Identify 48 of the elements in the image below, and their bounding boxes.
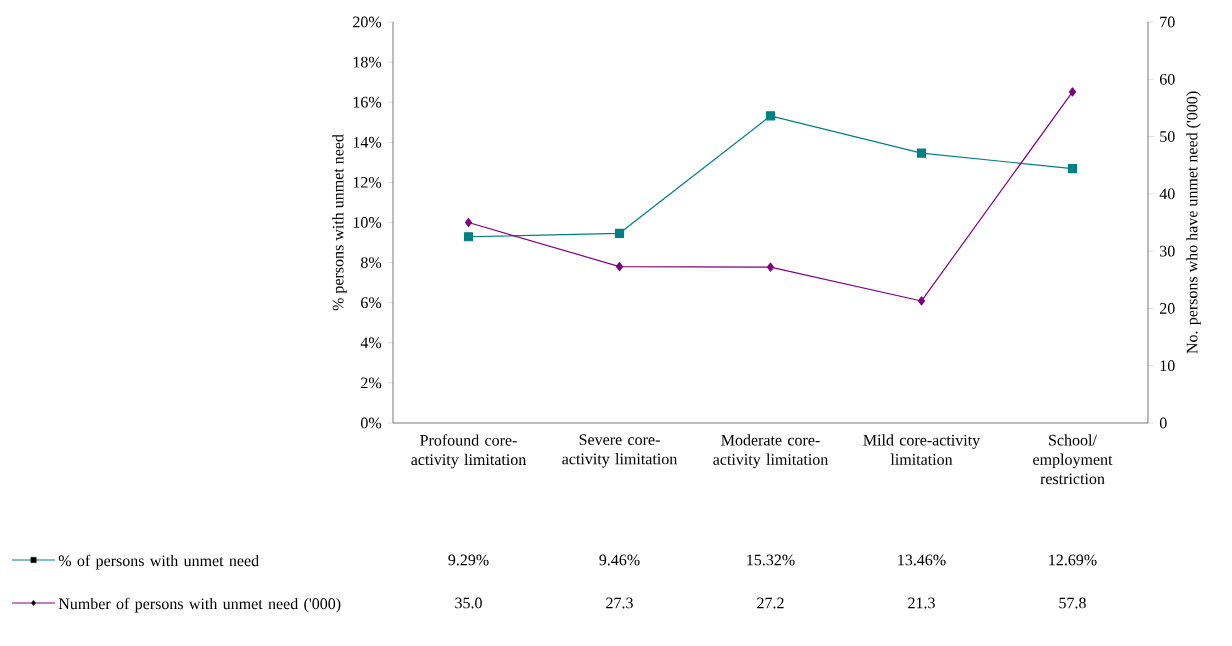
y2-tick-label: 0 bbox=[1159, 417, 1167, 429]
point bbox=[765, 111, 776, 121]
y-tick-label: 6% bbox=[361, 297, 382, 309]
y-tick-label: 12% bbox=[353, 176, 382, 188]
data-label: 15.32% bbox=[747, 554, 795, 566]
data-label: 9.29% bbox=[448, 554, 489, 566]
point bbox=[917, 296, 926, 306]
point bbox=[916, 148, 927, 158]
y-tick-label: 18% bbox=[353, 56, 382, 68]
point bbox=[614, 228, 625, 238]
point bbox=[766, 262, 775, 272]
data-label: 57.8 bbox=[1059, 597, 1086, 609]
y-tick-label: 20% bbox=[353, 16, 382, 28]
y2-tick-label: 40 bbox=[1159, 188, 1175, 200]
y2-tick-label: 50 bbox=[1160, 131, 1175, 142]
data-label: 9.46% bbox=[599, 554, 640, 566]
point bbox=[463, 232, 474, 242]
x-tick-label: Mild core-activity limitation bbox=[863, 434, 981, 465]
y2-tick-label: 60 bbox=[1159, 73, 1175, 85]
y2-tick-label: 10 bbox=[1160, 360, 1175, 372]
y2-tick-label: 70 bbox=[1160, 16, 1175, 28]
y-tick-label: 10% bbox=[353, 217, 382, 228]
data-label: 13.46% bbox=[898, 554, 946, 566]
point bbox=[1067, 163, 1078, 174]
data-label: 27.3 bbox=[606, 597, 633, 609]
x-tick-label: Severe core-activity limitation bbox=[562, 434, 678, 468]
y-tick-label: 4% bbox=[360, 337, 382, 349]
point bbox=[1068, 87, 1077, 97]
x-tick-label: School/ employment restriction bbox=[1033, 434, 1113, 485]
data-label: 21.3 bbox=[908, 597, 935, 609]
y-tick-label: 0% bbox=[360, 417, 382, 429]
y-tick-label: 8% bbox=[360, 257, 382, 269]
y2-tick-label: 20 bbox=[1160, 303, 1175, 314]
point bbox=[464, 217, 473, 228]
y-tick-label: 2% bbox=[361, 377, 382, 389]
point bbox=[615, 262, 624, 272]
y-axis-title: % persons with unmet need bbox=[332, 134, 347, 311]
data-label: 12.69% bbox=[1049, 554, 1097, 566]
legend-label: % of persons with unmet need bbox=[58, 554, 259, 570]
y-tick-label: 14% bbox=[353, 136, 382, 148]
y2-axis-title: No. persons who have unmet need ('000) bbox=[1186, 91, 1201, 354]
legend-label: Number of persons with unmet need ('000) bbox=[58, 597, 341, 613]
x-tick-label: Moderate core-activity limitation bbox=[713, 434, 829, 469]
data-label: 35.0 bbox=[455, 597, 482, 609]
y2-tick-label: 30 bbox=[1160, 245, 1175, 257]
data-label: 27.2 bbox=[757, 597, 784, 609]
x-tick-label: Profound core-activity limitation bbox=[411, 434, 527, 469]
y-tick-label: 16% bbox=[353, 96, 382, 108]
